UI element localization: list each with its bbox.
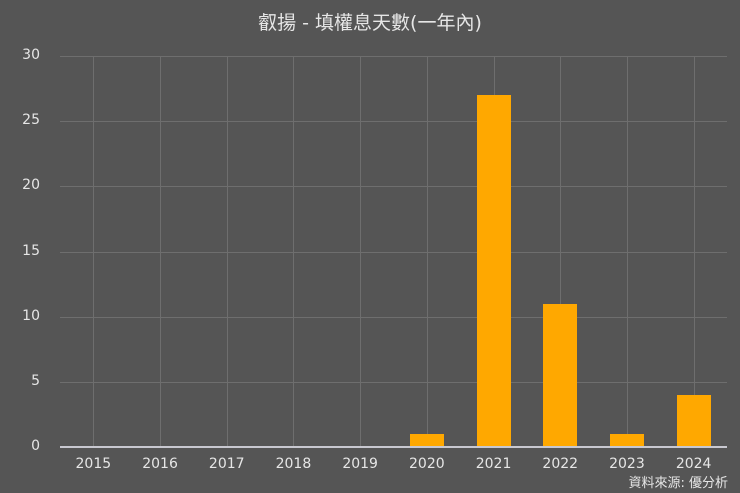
gridline-vertical [226,56,228,447]
gridline-vertical [693,56,695,447]
gridline-vertical [360,56,362,447]
gridline-horizontal [60,186,727,188]
x-tick-label: 2017 [208,456,245,472]
y-tick-label: 10 [22,307,40,324]
gridline-vertical [626,56,628,447]
x-axis-line [60,446,727,448]
gridline-horizontal [60,316,727,318]
gridline-vertical [293,56,295,447]
x-tick-label: 2021 [475,456,512,472]
gridline-horizontal [60,121,727,123]
x-tick-label: 2018 [275,456,312,472]
y-tick-label: 5 [31,372,40,389]
bar-2021 [476,95,511,447]
x-tick-label: 2019 [342,456,378,472]
chart-title: 叡揚 - 填權息天數(一年內) [258,12,482,34]
bar-2024 [676,394,711,447]
gridline-vertical [93,56,95,447]
y-tick-label: 15 [22,242,40,259]
x-tick-label: 2015 [75,456,112,472]
gridline-horizontal [60,381,727,383]
y-tick-label: 30 [22,47,40,63]
gridline-horizontal [60,251,727,253]
gridline-vertical [160,56,162,447]
y-tick-label: 20 [22,177,40,194]
y-tick-label: 25 [22,112,40,129]
bar-2022 [543,303,578,447]
x-tick-label: 2020 [409,456,445,472]
gridline-vertical [426,56,428,447]
source-note: 資料來源: 優分析 [628,476,728,491]
bar-2023 [609,433,644,447]
gridline-vertical [560,56,562,447]
gridline-horizontal [60,56,727,57]
bar-2020 [409,433,444,447]
y-tick-label: 0 [31,438,40,454]
x-tick-label: 2016 [142,456,178,472]
x-tick-label: 2023 [609,456,645,472]
x-tick-label: 2022 [542,456,579,472]
plot-area [60,56,727,448]
x-tick-label: 2024 [675,456,712,472]
